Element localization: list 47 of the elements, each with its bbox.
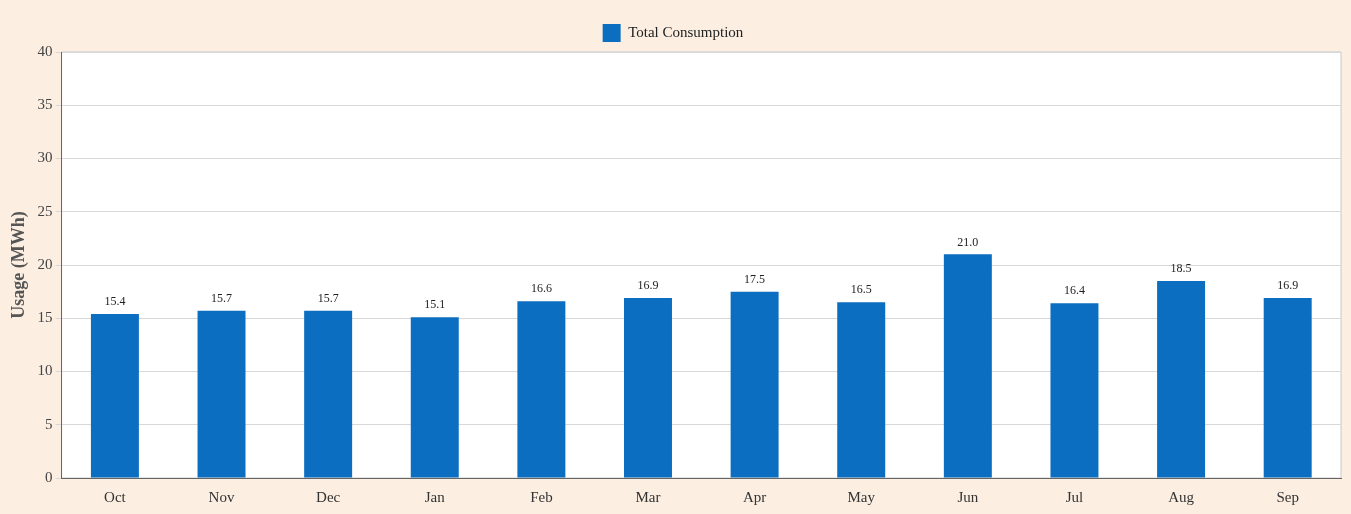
x-tick-label: Jan xyxy=(424,488,446,505)
data-label: 15.7 xyxy=(211,290,233,305)
bar xyxy=(624,298,672,478)
y-tick-label: 30 xyxy=(37,149,53,166)
data-label: 16.6 xyxy=(530,281,552,296)
data-label: 18.5 xyxy=(1170,261,1192,276)
x-tick-label: Apr xyxy=(742,488,767,505)
bar xyxy=(837,302,886,478)
x-tick-label: Jul xyxy=(1065,488,1084,505)
data-label: 16.9 xyxy=(1277,278,1299,293)
bar xyxy=(197,310,246,478)
bar xyxy=(730,291,779,478)
data-label: 21.0 xyxy=(957,234,979,249)
x-tick-label: Nov xyxy=(208,488,235,505)
y-tick-label: 25 xyxy=(37,202,53,219)
y-tick-label: 0 xyxy=(45,468,53,485)
x-tick-label: Jun xyxy=(957,488,979,505)
x-tick-label: Oct xyxy=(104,488,127,505)
data-label: 15.7 xyxy=(317,290,339,305)
x-tick-label: Sep xyxy=(1276,488,1299,505)
data-label: 16.9 xyxy=(637,278,659,293)
bar xyxy=(943,254,992,478)
y-tick-label: 20 xyxy=(37,255,53,272)
bar xyxy=(304,310,353,478)
data-label: 15.1 xyxy=(424,297,446,312)
x-tick-label: Aug xyxy=(1168,488,1195,505)
y-tick-label: 10 xyxy=(37,362,53,379)
data-label: 17.5 xyxy=(744,271,766,286)
y-tick-label: 15 xyxy=(37,309,53,326)
y-tick-label: 35 xyxy=(37,96,53,113)
legend-label: Total Consumption xyxy=(628,23,744,40)
bar xyxy=(517,301,566,478)
x-tick-label: Mar xyxy=(635,488,661,505)
data-label: 15.4 xyxy=(104,294,126,309)
bar xyxy=(1157,280,1206,478)
x-tick-label: Feb xyxy=(530,488,553,505)
data-label: 16.5 xyxy=(850,282,872,297)
bar xyxy=(1050,303,1099,478)
bar xyxy=(410,317,459,478)
y-axis-title: Usage (MWh) xyxy=(8,211,30,319)
x-tick-label: May xyxy=(847,488,876,505)
bar xyxy=(1263,298,1312,478)
y-tick-label: 5 xyxy=(45,415,53,432)
x-tick-label: Dec xyxy=(316,488,341,505)
y-tick-label: 40 xyxy=(37,42,53,59)
bar xyxy=(90,313,139,478)
data-label: 16.4 xyxy=(1063,283,1085,298)
